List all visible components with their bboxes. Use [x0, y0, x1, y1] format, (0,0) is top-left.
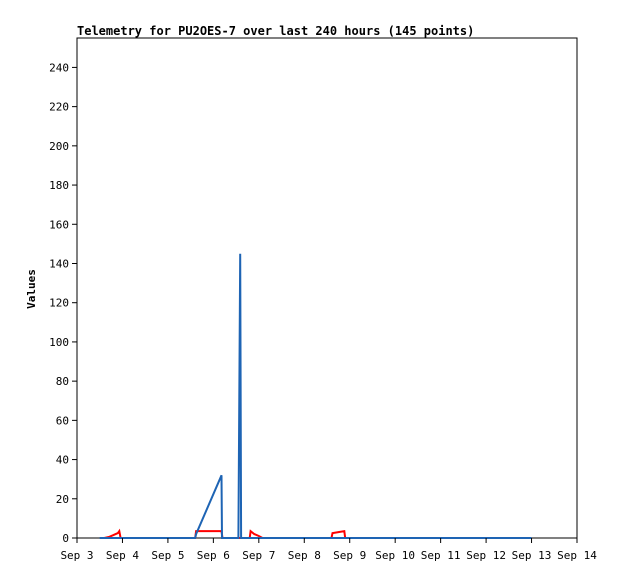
chart-title: Telemetry for PU2OES-7 over last 240 hou… [77, 24, 474, 38]
y-tick-label: 60 [56, 414, 69, 427]
x-tick-label: Sep 11 [421, 549, 461, 562]
y-tick-label: 180 [49, 179, 69, 192]
y-tick-label: 200 [49, 140, 69, 153]
series-layer [99, 253, 532, 539]
y-tick-label: 140 [49, 257, 69, 270]
y-tick-label: 20 [56, 493, 69, 506]
x-tick-label: Sep 9 [333, 549, 366, 562]
x-tick-label: Sep 7 [242, 549, 275, 562]
plot-area [76, 37, 578, 539]
y-tick-label: 80 [56, 375, 69, 388]
series-line-2 [99, 253, 532, 539]
y-tick-label: 100 [49, 336, 69, 349]
x-axis: Sep 3 Sep 4 Sep 5 Sep 6 Sep 7 Sep 8 Sep 9 Sep 1… [60, 538, 597, 562]
x-tick-label: Sep 4 [106, 549, 139, 562]
x-tick-label: Sep 13 [512, 549, 552, 562]
y-tick-label: 220 [49, 101, 69, 114]
x-tick-label: Sep 12 [466, 549, 506, 562]
x-tick-label: Sep 8 [288, 549, 321, 562]
x-tick-label: Sep 14 [557, 549, 597, 562]
x-tick-label: Sep 6 [197, 549, 230, 562]
y-tick-label: 160 [49, 218, 69, 231]
y-axis-label: Values [25, 269, 38, 309]
x-tick-label: Sep 3 [60, 549, 93, 562]
y-tick-label: 120 [49, 297, 69, 310]
y-axis: 0 20 40 60 80 100 120 140 160 180 200 220 240 [49, 61, 77, 545]
y-tick-label: 40 [56, 454, 69, 467]
x-tick-label: Sep 5 [151, 549, 184, 562]
y-tick-label: 0 [62, 532, 69, 545]
x-tick-label: Sep 10 [375, 549, 415, 562]
y-tick-label: 240 [49, 61, 69, 74]
